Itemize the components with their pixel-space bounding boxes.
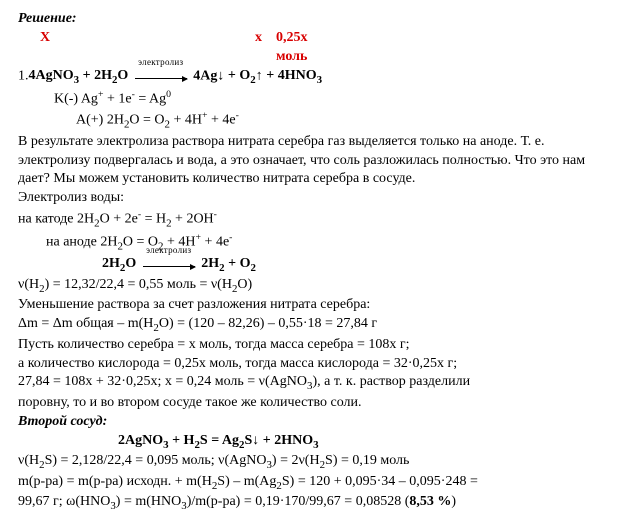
nh-b: ) = 12,32/22,4 = 0,55 моль = ν(H: [45, 277, 232, 292]
an-sp2: -: [236, 110, 239, 121]
an-m: + 4H: [170, 113, 202, 128]
eq3-e: + 2HNO: [259, 433, 313, 448]
c2-o: O + 2e: [100, 212, 138, 227]
c2-sp2: -: [214, 209, 217, 220]
fn-d: ): [451, 494, 456, 509]
eq2-a: 2H: [102, 256, 120, 271]
heading-second: Второй сосуд:: [18, 413, 600, 432]
anode-line: A(+) 2H2O = O2 + 4H+ + 4e-: [18, 109, 600, 132]
ns-a: ν(H: [18, 453, 39, 468]
a2-e: + 4e: [201, 235, 229, 250]
equation-2: 2H2O электролиз 2H2 + O2: [18, 255, 600, 276]
eq3-s4: 3: [313, 439, 318, 451]
eq1-ra: 4Ag: [193, 68, 217, 83]
heading-solution: Решение:: [18, 10, 600, 29]
arrow-2: электролиз: [143, 255, 195, 274]
para-3: Уменьшение раствора за счет разложения н…: [18, 296, 600, 315]
ns-c: ) = 2ν(H: [272, 453, 320, 468]
arrow-1: электролиз: [135, 67, 187, 86]
answer: 8,53 %: [409, 494, 451, 509]
equation-1: 1.4AgNO3 + 2H2O электролиз 4Ag↓ + O2↑ + …: [18, 67, 600, 88]
ns-d: S) = 0,19 моль: [325, 453, 409, 468]
dm-line: Δm = Δm общая – m(H2O) = (120 – 82,26) –…: [18, 315, 600, 336]
nh-c: O): [237, 277, 252, 292]
nu-h2-line: ν(H2) = 12,32/22,4 = 0,55 моль = ν(H2O): [18, 276, 600, 297]
c2-a: на катоде 2H: [18, 212, 94, 227]
anode2-line: на аноде 2H2O = O2 + 4H+ + 4e-: [18, 231, 600, 254]
eq1-rb: O: [239, 68, 250, 83]
fn-a: 99,67 г; ω(HNO: [18, 494, 110, 509]
a2-sp2: -: [229, 232, 232, 243]
ms-a: m(р-ра) = m(р-ра) исходн. + m(H: [18, 474, 212, 489]
an-a: A(+) 2H: [76, 113, 124, 128]
para-5: а количество кислорода = 0,25x моль, тог…: [18, 355, 600, 374]
dm-a: Δm = Δm общая – m(H: [18, 316, 153, 331]
para-6: 27,84 = 108x + 32·0,25x; x = 0,24 моль =…: [18, 373, 600, 394]
ms-b: S) – m(Ag: [217, 474, 276, 489]
eq3-c: S = Ag: [200, 433, 239, 448]
para-2: Электролиз воды:: [18, 189, 600, 208]
p6-b: ), а т. к. раствор разделили: [312, 374, 470, 389]
eq1-rc-sub: 3: [317, 74, 322, 86]
fn-c: )/m(р-ра) = 0,19·170/99,67 = 0,08528 (: [187, 494, 410, 509]
final-line: 99,67 г; ω(HNO3) = m(HNO3)/m(р-ра) = 0,1…: [18, 493, 600, 514]
eq1-plus3: +: [263, 68, 278, 83]
eq1-plus1: +: [79, 68, 94, 83]
para-7: поровну, то и во втором сосуде такое же …: [18, 394, 600, 413]
nu-h2s-line: ν(H2S) = 2,128/22,4 = 0,095 моль; ν(AgNO…: [18, 452, 600, 473]
eq2-rbs: 2: [250, 262, 255, 274]
ms-c: S) = 120 + 0,095·34 – 0,095·248 =: [282, 474, 478, 489]
eq1-plus2: +: [224, 68, 239, 83]
x-label-1: X: [18, 29, 72, 67]
para-1: В результате электролиза раствора нитрат…: [18, 133, 600, 190]
cath-a: K(-) Ag: [54, 92, 98, 107]
up-1: ↑: [256, 68, 263, 83]
eq3-a: 2AgNO: [118, 433, 163, 448]
nh-a: ν(H: [18, 277, 39, 292]
eq1-rc: 4HNO: [278, 68, 317, 83]
mass-line: m(р-ра) = m(р-ра) исходн. + m(H2S) – m(A…: [18, 473, 600, 494]
cath-s3: 0: [166, 89, 171, 100]
a2-a: на аноде 2H: [46, 235, 117, 250]
x-annotation-row: X x 0,25x моль: [18, 29, 600, 67]
eq2-rb: O: [240, 256, 251, 271]
an-e: + 4e: [208, 113, 236, 128]
eq1-b2: O: [117, 68, 128, 83]
an-o: O = O: [129, 113, 164, 128]
eq2-p: +: [225, 256, 240, 271]
c2-e: + 2OH: [172, 212, 214, 227]
eq1-b: 2H: [94, 68, 112, 83]
cathode2-line: на катоде 2H2O + 2e- = H2 + 2OH-: [18, 208, 600, 231]
p6-a: 27,84 = 108x + 32·0,25x; x = 0,24 моль =…: [18, 374, 307, 389]
eq1-a: 4AgNO: [29, 68, 74, 83]
para-4: Пусть количество серебра = x моль, тогда…: [18, 336, 600, 355]
arrow-2-label: электролиз: [143, 244, 195, 256]
eq1-num: 1.: [18, 68, 29, 83]
cath-b: + 1e: [103, 92, 131, 107]
eq3-b: + H: [169, 433, 195, 448]
equation-3: 2AgNO3 + H2S = Ag2S↓ + 2HNO3: [18, 432, 600, 453]
cath-c: = Ag: [135, 92, 166, 107]
cathode-line: K(-) Ag+ + 1e- = Ag0: [18, 88, 600, 110]
ns-b: S) = 2,128/22,4 = 0,095 моль; ν(AgNO: [45, 453, 267, 468]
eq2-a2: O: [125, 256, 136, 271]
x-label-3: 0,25x моль: [262, 29, 342, 67]
fn-b: ) = m(HNO: [116, 494, 181, 509]
arrow-1-label: электролиз: [135, 56, 187, 68]
dm-b: O) = (120 – 82,26) – 0,55·18 = 27,84 г: [159, 316, 377, 331]
c2-m: = H: [141, 212, 166, 227]
eq2-ra: 2H: [201, 256, 219, 271]
